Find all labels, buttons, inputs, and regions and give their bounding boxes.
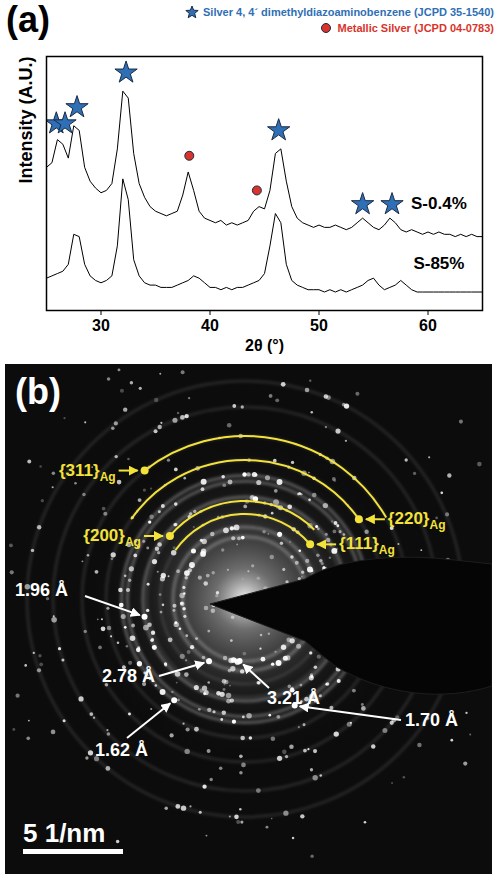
svg-text:60: 60 — [419, 317, 437, 334]
html-text:(a): (a) — [6, 0, 50, 40]
svg-text:30: 30 — [92, 317, 110, 334]
svg-text:3.21 Å: 3.21 Å — [267, 688, 320, 708]
svg-text:1.70 Å: 1.70 Å — [405, 710, 458, 730]
svg-text:5 1/nm: 5 1/nm — [23, 818, 105, 848]
svg-text:1.62 Å: 1.62 Å — [95, 740, 148, 760]
svg-text:S-0.4%: S-0.4% — [411, 194, 467, 213]
svg-text:2.78 Å: 2.78 Å — [102, 666, 155, 686]
svg-text:{311}Ag: {311}Ag — [59, 461, 116, 484]
svg-text:40: 40 — [201, 317, 219, 334]
html-text:Silver 4, 4´ dimethyldiazoamin: Silver 4, 4´ dimethyldiazoaminobenzene (… — [203, 6, 494, 18]
svg-text:{200}Ag: {200}Ag — [83, 526, 141, 549]
svg-text:50: 50 — [310, 317, 328, 334]
svg-text:Intensity (A.U.): Intensity (A.U.) — [16, 56, 36, 183]
svg-text:(b): (b) — [15, 371, 61, 412]
svg-text:2θ (°): 2θ (°) — [245, 337, 284, 354]
svg-text:{111}Ag: {111}Ag — [339, 534, 395, 557]
svg-text:{220}Ag: {220}Ag — [388, 509, 446, 532]
svg-text:S-85%: S-85% — [413, 254, 464, 273]
svg-text:1.96 Å: 1.96 Å — [15, 580, 68, 600]
html-text:Metallic Silver (JCPD 04-0783): Metallic Silver (JCPD 04-0783) — [337, 22, 494, 34]
